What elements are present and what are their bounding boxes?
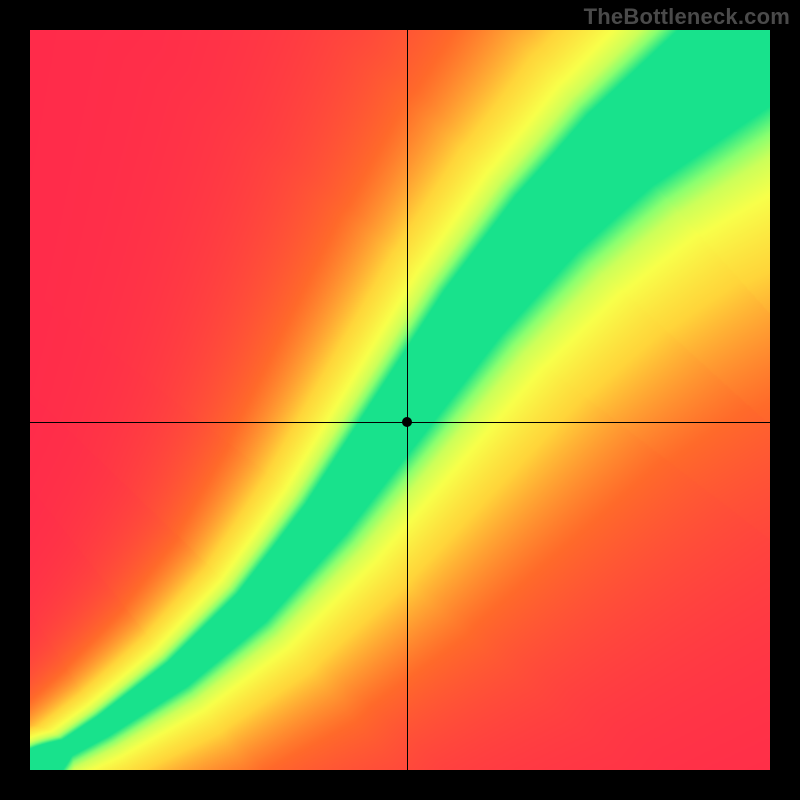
crosshair-vertical xyxy=(407,30,408,770)
chart-frame: TheBottleneck.com xyxy=(0,0,800,800)
watermark-text: TheBottleneck.com xyxy=(584,4,790,30)
heatmap-canvas xyxy=(30,30,770,770)
crosshair-horizontal xyxy=(30,422,770,423)
